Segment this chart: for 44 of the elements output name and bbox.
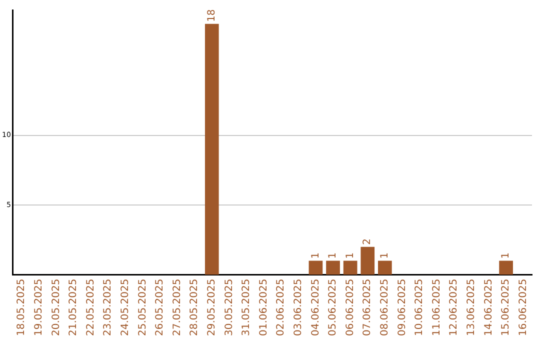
x-tick-label: 12.06.2025 xyxy=(448,278,460,336)
data-label: 1 xyxy=(310,252,322,259)
x-tick-label: 27.05.2025 xyxy=(172,278,183,336)
x-tick-label: 30.05.2025 xyxy=(224,278,235,336)
x-tick-label: 02.06.2025 xyxy=(276,278,287,336)
x-tick-label: 25.05.2025 xyxy=(137,278,148,336)
x-tick-label: 22.05.2025 xyxy=(85,278,96,336)
bar xyxy=(326,260,340,275)
bar xyxy=(360,246,375,275)
data-label: 1 xyxy=(500,252,512,259)
x-tick-label: 09.06.2025 xyxy=(396,278,408,336)
x-tick-label: 16.06.2025 xyxy=(518,278,529,336)
x-tick-label: 03.06.2025 xyxy=(293,278,304,336)
bar xyxy=(204,24,219,275)
x-tick-label: 07.06.2025 xyxy=(362,278,374,336)
x-tick-label: 26.05.2025 xyxy=(154,278,166,336)
x-tick-label: 05.06.2025 xyxy=(328,278,339,336)
x-tick-label: 21.05.2025 xyxy=(68,278,80,336)
data-label: 2 xyxy=(362,238,374,245)
x-tick-label: 31.05.2025 xyxy=(241,278,252,336)
data-label: 1 xyxy=(380,252,391,259)
x-tick-label: 29.05.2025 xyxy=(206,278,218,336)
x-tick-label: 13.06.2025 xyxy=(466,278,478,336)
x-tick-label: 23.05.2025 xyxy=(102,278,114,336)
x-tick-label: 11.06.2025 xyxy=(431,278,442,336)
x-tick-label: 10.06.2025 xyxy=(414,278,426,336)
data-label: 1 xyxy=(328,252,339,259)
x-tick-label: 24.05.2025 xyxy=(120,278,131,336)
x-tick-label: 18.05.2025 xyxy=(16,278,28,336)
bar xyxy=(378,260,392,275)
x-tick-label: 19.05.2025 xyxy=(33,278,44,336)
x-tick-label: 08.06.2025 xyxy=(380,278,391,336)
x-tick-label: 01.06.2025 xyxy=(258,278,270,336)
data-label: 18 xyxy=(206,9,218,22)
bar xyxy=(499,260,513,275)
x-tick-label: 14.06.2025 xyxy=(483,278,494,336)
bar xyxy=(308,260,323,275)
bar xyxy=(343,260,358,275)
x-tick-label: 06.06.2025 xyxy=(344,278,356,336)
x-tick-label: 28.05.2025 xyxy=(189,278,200,336)
x-tick-label: 04.06.2025 xyxy=(310,278,322,336)
x-tick-label: 20.05.2025 xyxy=(50,278,62,336)
data-label: 1 xyxy=(344,252,356,259)
x-tick-label: 15.06.2025 xyxy=(500,278,512,336)
